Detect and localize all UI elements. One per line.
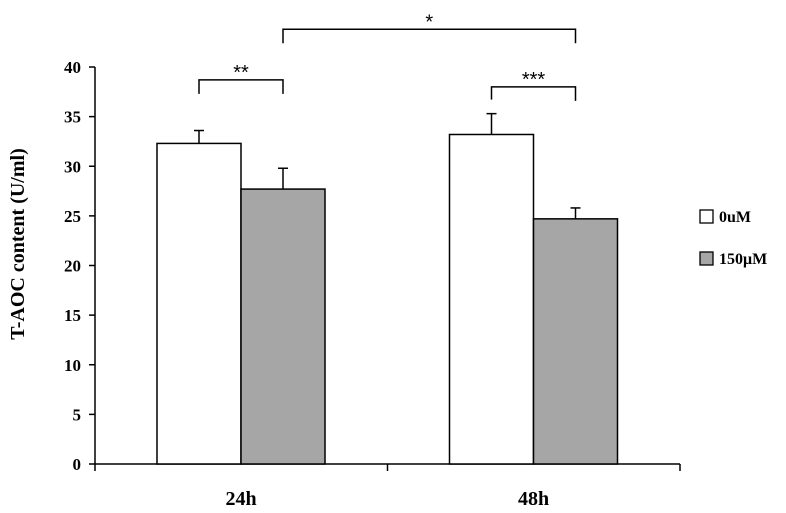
y-tick-label: 5: [73, 405, 82, 424]
significance-label: ***: [522, 69, 546, 91]
legend-swatch: [699, 209, 714, 224]
significance-brackets: ** ****: [198, 11, 577, 101]
significance-bracket: [282, 28, 577, 44]
y-tick-label: 15: [64, 306, 81, 325]
x-category-label: 48h: [518, 488, 549, 510]
legend: 0uM 150μM: [699, 209, 767, 268]
significance-bracket: [198, 79, 284, 94]
y-tick-label: 0: [73, 455, 82, 474]
legend-label: 150μM: [719, 251, 767, 268]
bar: [532, 218, 619, 465]
significance-label: **: [233, 62, 249, 84]
y-tick-label: 30: [64, 157, 81, 176]
y-tick-label: 20: [64, 257, 81, 276]
bar: [448, 133, 535, 465]
y-tick-label: 10: [64, 356, 81, 375]
bars: [156, 112, 619, 465]
x-category-label: 24h: [225, 488, 256, 510]
y-tick-label: 40: [64, 58, 81, 77]
y-tick-label: 25: [64, 207, 81, 226]
bar: [156, 142, 242, 465]
y-axis-label: T-AOC content (U/ml): [7, 148, 29, 339]
significance-label: *: [425, 11, 433, 33]
y-tick-label: 35: [64, 108, 81, 127]
legend-swatch: [699, 251, 714, 266]
significance-bracket: [490, 86, 577, 101]
legend-label: 0uM: [719, 209, 751, 226]
bar: [240, 188, 326, 465]
